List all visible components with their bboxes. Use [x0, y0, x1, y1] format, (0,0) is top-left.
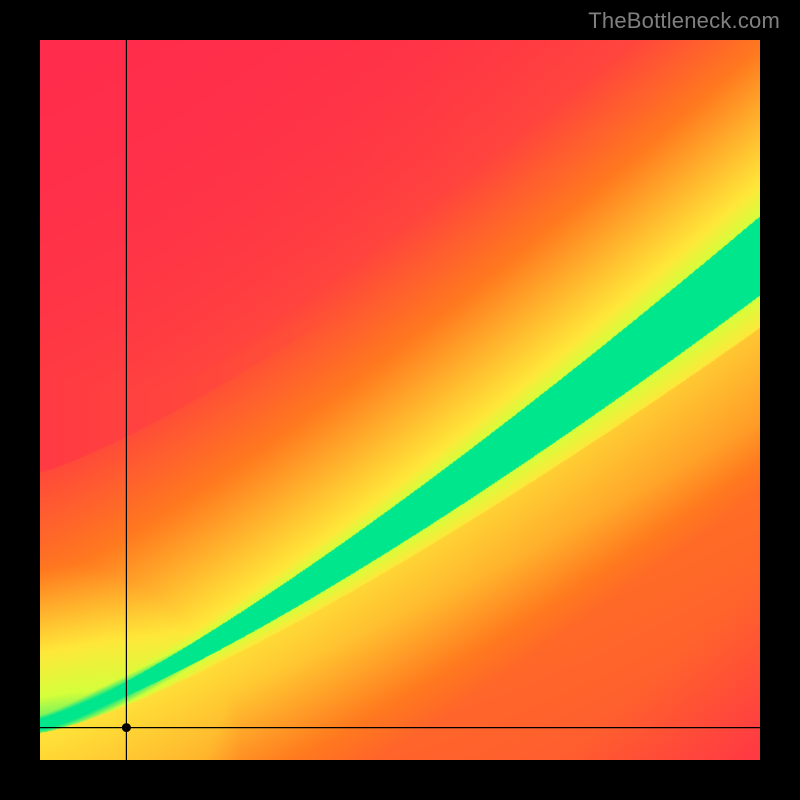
heatmap-canvas — [40, 40, 760, 760]
chart-container: TheBottleneck.com — [0, 0, 800, 800]
watermark-label: TheBottleneck.com — [588, 8, 780, 34]
